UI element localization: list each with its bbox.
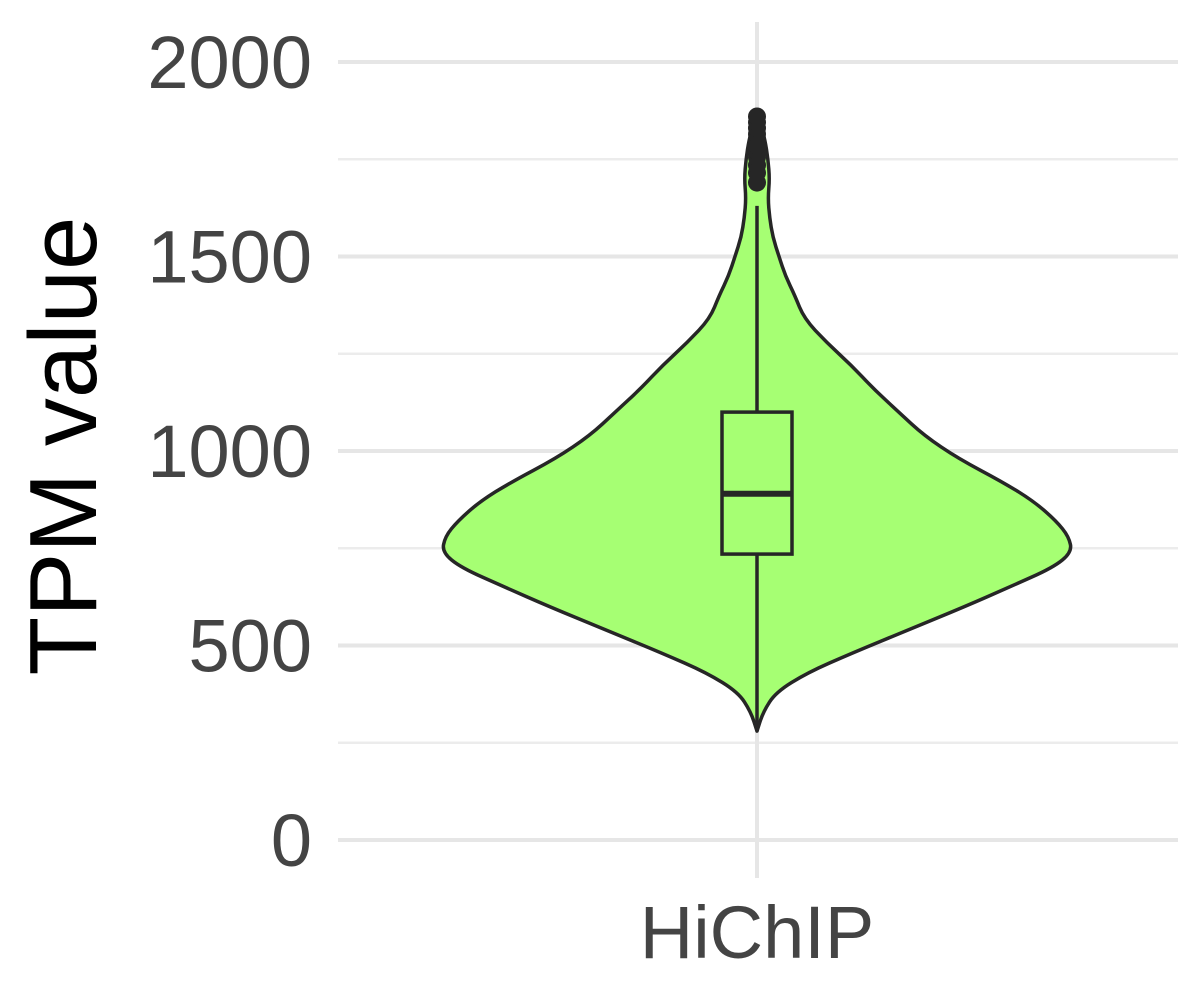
- boxplot: [720, 205, 794, 732]
- y-tick-label: 1500: [147, 216, 312, 299]
- y-tick-label: 1000: [147, 410, 312, 493]
- x-tick-label: HiChIP: [640, 891, 874, 974]
- iqr-box: [720, 410, 794, 556]
- y-axis-tick-labels: 0 500 1000 1500 2000: [147, 21, 312, 882]
- outliers: [748, 107, 766, 192]
- y-axis-title: TPM value: [10, 217, 117, 676]
- y-tick-label: 500: [189, 605, 312, 688]
- x-axis-tick-labels: HiChIP: [640, 891, 874, 974]
- y-tick-label: 2000: [147, 21, 312, 104]
- y-tick-label: 0: [271, 799, 312, 882]
- outlier-point: [748, 107, 766, 126]
